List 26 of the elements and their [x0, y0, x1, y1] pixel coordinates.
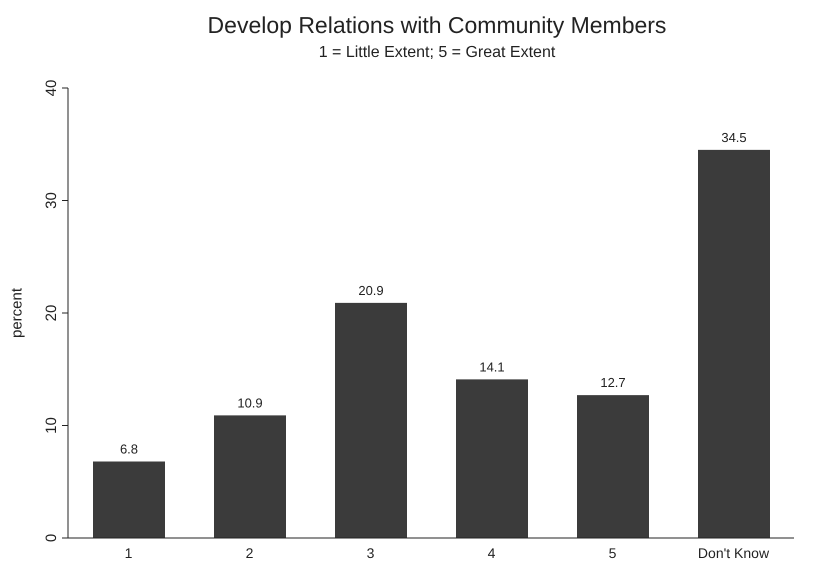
- data-label: 14.1: [479, 359, 505, 374]
- data-label: 10.9: [237, 395, 263, 410]
- x-tick-label: Don't Know: [698, 544, 770, 561]
- chart-title: Develop Relations with Community Members: [206, 12, 668, 39]
- bar: [214, 415, 286, 538]
- x-tick-label: 1: [124, 544, 133, 561]
- y-tick-label: 0: [43, 534, 60, 542]
- data-label: 34.5: [721, 130, 747, 145]
- chart-subtitle: 1 = Little Extent; 5 = Great Extent: [318, 44, 556, 62]
- y-axis-title: percent: [8, 287, 26, 338]
- y-tick-label: 30: [43, 192, 60, 209]
- data-label: 12.7: [600, 375, 626, 390]
- bar: [577, 395, 649, 538]
- bar: [456, 379, 528, 538]
- bar: [93, 462, 165, 538]
- x-tick-label: 2: [246, 544, 254, 561]
- bar: [698, 150, 770, 538]
- y-tick-label: 20: [43, 304, 60, 322]
- x-tick-label: 5: [608, 544, 617, 561]
- bar: [335, 302, 407, 538]
- y-tick-label: 40: [43, 80, 60, 96]
- x-tick-label: 4: [488, 544, 496, 561]
- data-label: 20.9: [358, 282, 384, 298]
- data-label: 6.8: [120, 442, 138, 456]
- y-tick-label: 10: [43, 417, 60, 434]
- x-tick-label: 3: [366, 544, 375, 561]
